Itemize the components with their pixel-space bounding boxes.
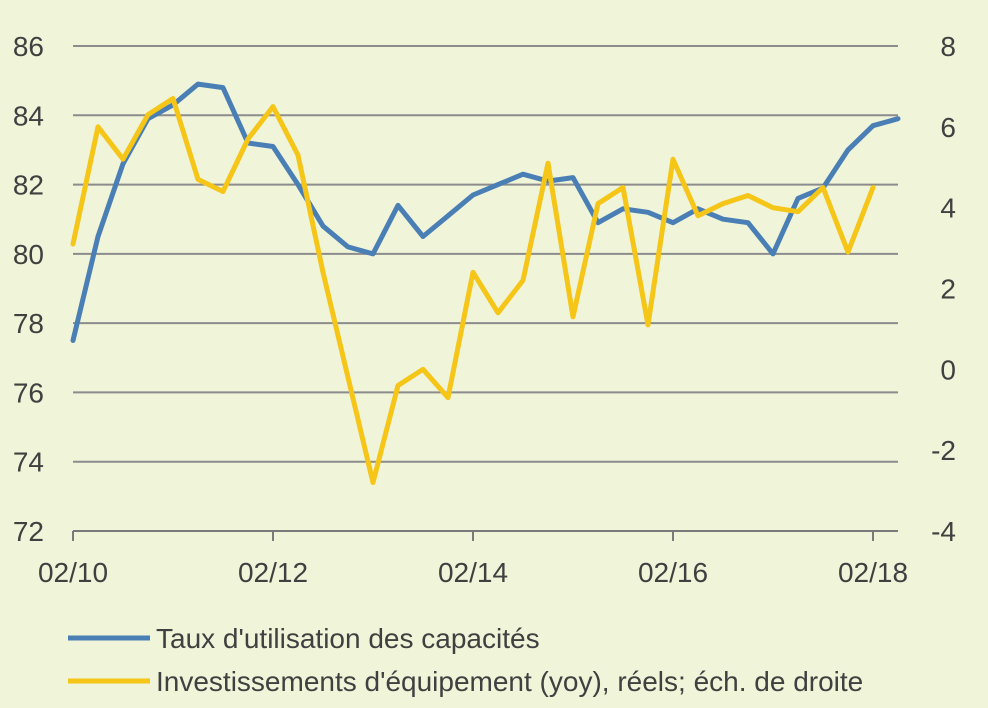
right-tick-label: 4 [940, 193, 956, 224]
right-tick-label: 8 [940, 31, 956, 62]
left-tick-label: 84 [13, 100, 44, 131]
right-tick-label: -2 [931, 435, 956, 466]
x-tick-label: 02/10 [38, 557, 108, 588]
left-tick-label: 74 [13, 447, 44, 478]
right-tick-label: 6 [940, 112, 956, 143]
left-axis-tick-labels: 72 74 76 78 80 82 84 86 [13, 31, 44, 547]
left-tick-label: 76 [13, 377, 44, 408]
series-lines [70, 81, 901, 485]
left-tick-label: 72 [13, 516, 44, 547]
x-axis-tick-labels: 02/10 02/12 02/14 02/16 02/18 [38, 557, 908, 588]
left-tick-label: 80 [13, 239, 44, 270]
series-line-1 [70, 81, 901, 343]
x-tick-label: 02/14 [438, 557, 508, 588]
left-tick-label: 78 [13, 308, 44, 339]
right-tick-label: -4 [931, 516, 956, 547]
left-tick-label: 86 [13, 31, 44, 62]
left-tick-label: 82 [13, 170, 44, 201]
legend-label: Taux d'utilisation des capacités [156, 623, 540, 654]
right-axis-tick-labels: -4 -2 0 2 4 6 8 [931, 31, 956, 547]
x-tick-label: 02/18 [838, 557, 908, 588]
series-line-2 [70, 96, 876, 485]
x-tick-label: 02/16 [638, 557, 708, 588]
x-tick-label: 02/12 [238, 557, 308, 588]
legend-label: Investissements d'équipement (yoy), réel… [156, 666, 863, 697]
legend: Taux d'utilisation des capacités Investis… [68, 623, 863, 697]
right-tick-label: 0 [940, 354, 956, 385]
axes [72, 530, 898, 541]
right-tick-label: 2 [940, 274, 956, 305]
